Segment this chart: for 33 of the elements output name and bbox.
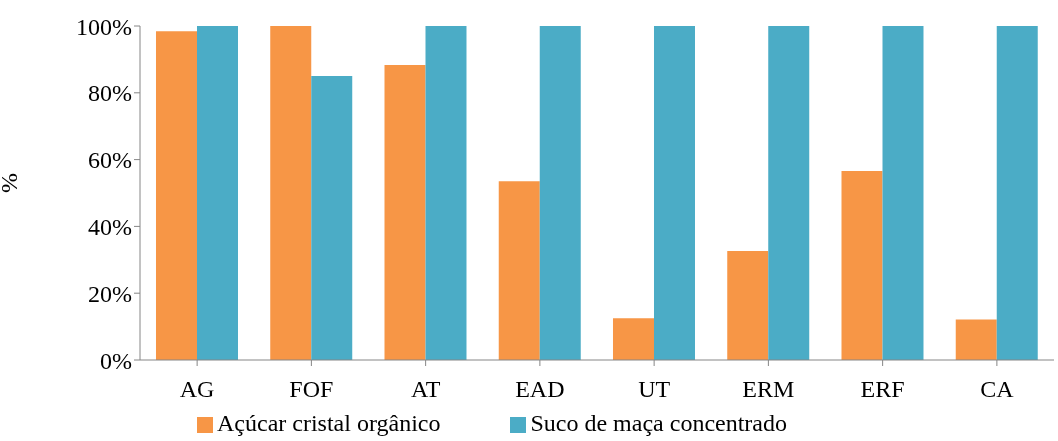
y-tick-label: 20%	[88, 280, 132, 307]
bar	[539, 26, 581, 360]
bar	[384, 65, 426, 360]
bar	[882, 26, 924, 360]
bar	[498, 181, 540, 360]
bar	[955, 319, 997, 360]
bar	[727, 251, 769, 360]
legend-label: Suco de maça concentrado	[530, 410, 787, 436]
y-axis-title: %	[0, 173, 22, 193]
bar	[156, 31, 197, 360]
bar	[425, 26, 467, 360]
bar	[654, 26, 695, 360]
y-tick-label: 0%	[100, 347, 132, 374]
x-tick-label: ERM	[742, 376, 795, 403]
bar	[311, 76, 353, 360]
bar	[768, 26, 810, 360]
bar	[270, 26, 312, 360]
x-tick-label: EAD	[515, 376, 565, 403]
y-tick-label: 40%	[88, 213, 132, 240]
y-tick-label: 80%	[88, 80, 132, 107]
bar	[996, 26, 1038, 360]
y-tick-label: 60%	[88, 147, 132, 174]
bar	[197, 26, 238, 360]
x-tick-label: AG	[179, 376, 215, 403]
x-tick-label: ERF	[860, 376, 905, 403]
bar	[841, 170, 883, 360]
x-tick-label: AT	[410, 376, 441, 403]
y-tick-label: 100%	[76, 13, 132, 40]
x-tick-label: UT	[638, 376, 671, 403]
bar	[613, 318, 654, 360]
x-tick-label: FOF	[289, 376, 334, 403]
legend-label: Açúcar cristal orgânico	[217, 410, 441, 436]
x-tick-label: CA	[980, 376, 1015, 403]
